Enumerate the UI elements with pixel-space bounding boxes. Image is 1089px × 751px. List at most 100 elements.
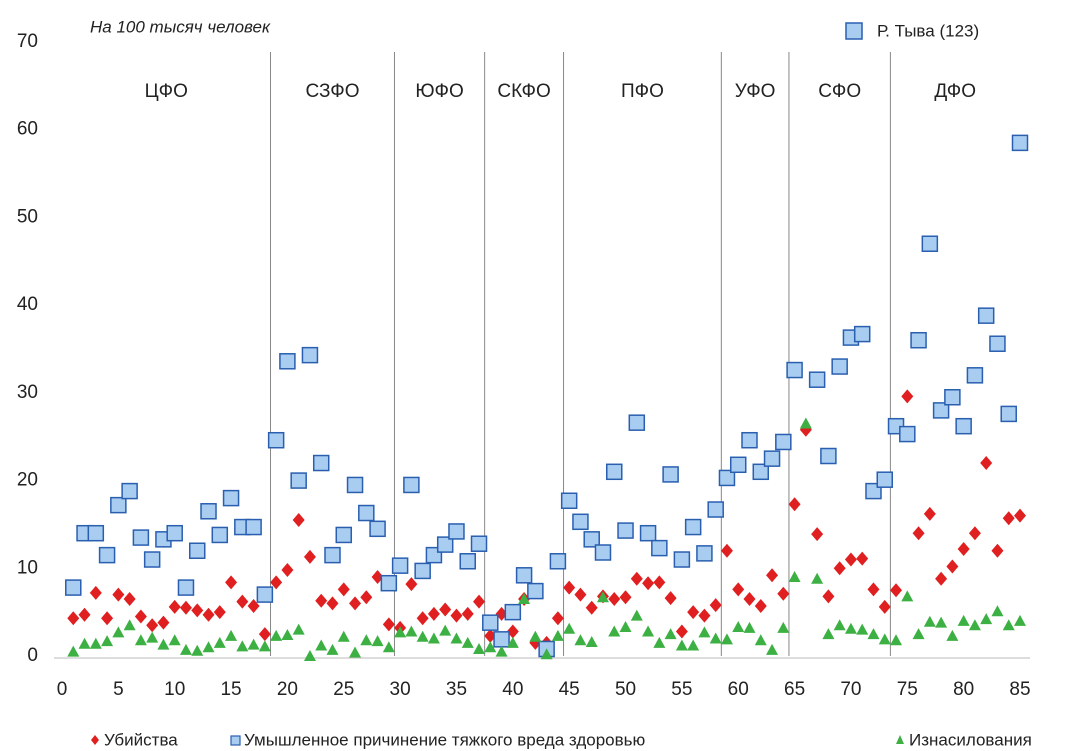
point: [1002, 511, 1015, 526]
point: [179, 643, 192, 655]
point: [358, 504, 375, 522]
point: [518, 592, 531, 604]
point: [968, 526, 981, 541]
point: [101, 635, 114, 647]
point: [664, 591, 677, 606]
point: [698, 608, 711, 623]
point: [662, 466, 679, 483]
point: [808, 371, 826, 388]
point: [664, 628, 677, 640]
point: [245, 518, 262, 536]
point: [968, 619, 981, 631]
point: [619, 590, 632, 605]
point: [337, 582, 350, 597]
point: [225, 629, 238, 641]
point: [157, 638, 170, 650]
point: [901, 590, 914, 602]
point: [177, 579, 195, 596]
point: [292, 513, 305, 528]
point: [923, 615, 936, 627]
point: [213, 636, 226, 648]
point: [247, 599, 260, 614]
point: [867, 582, 880, 597]
y-tick-label: 10: [17, 557, 38, 578]
point: [619, 621, 632, 633]
point: [630, 609, 643, 621]
point: [687, 605, 700, 620]
point: [574, 634, 587, 646]
x-tick-label: 0: [57, 679, 68, 700]
point: [87, 524, 105, 542]
point: [935, 571, 948, 586]
point: [574, 587, 587, 602]
point: [225, 575, 238, 590]
point: [89, 637, 102, 649]
point: [303, 549, 316, 564]
region-label: ЮФО: [415, 81, 463, 102]
point: [371, 635, 384, 647]
point: [563, 622, 576, 634]
point: [732, 621, 745, 633]
point: [279, 353, 296, 370]
point: [168, 599, 181, 614]
point: [630, 571, 643, 586]
point: [899, 425, 916, 443]
point: [966, 367, 984, 384]
point: [890, 634, 903, 646]
point: [67, 611, 80, 626]
region-label: ПФО: [621, 81, 664, 102]
point: [281, 628, 294, 640]
point: [696, 545, 713, 562]
legend-marker: [896, 735, 904, 744]
point: [78, 607, 91, 622]
legend-marker: [230, 735, 241, 746]
point: [292, 623, 305, 635]
point: [921, 235, 939, 252]
point: [439, 602, 452, 617]
point: [143, 551, 161, 568]
point: [594, 544, 612, 561]
point: [608, 625, 621, 637]
point: [191, 644, 204, 656]
point: [946, 559, 959, 574]
point: [596, 591, 609, 603]
point: [651, 539, 668, 557]
point: [326, 643, 339, 655]
y-tick-label: 70: [17, 31, 38, 52]
point: [484, 641, 497, 653]
point: [450, 608, 463, 623]
point: [822, 628, 835, 640]
point: [213, 605, 226, 620]
point: [179, 600, 192, 615]
point: [820, 447, 837, 465]
y-tick-label: 30: [17, 382, 38, 403]
point: [529, 630, 542, 642]
point: [957, 614, 970, 626]
point: [146, 618, 159, 633]
point: [878, 633, 891, 645]
point: [775, 433, 792, 451]
point: [527, 582, 544, 600]
point: [831, 358, 848, 375]
point: [448, 523, 465, 540]
point: [989, 335, 1006, 352]
region-label: СЗФО: [305, 81, 359, 102]
point: [461, 606, 474, 621]
point: [991, 543, 1004, 558]
point: [346, 476, 364, 494]
point: [247, 638, 260, 650]
point: [741, 431, 758, 449]
point: [743, 621, 756, 633]
point: [450, 632, 463, 644]
point: [134, 609, 147, 624]
point: [642, 576, 655, 591]
point: [786, 361, 803, 379]
point: [977, 307, 995, 324]
point: [777, 621, 790, 633]
point: [270, 575, 283, 590]
point: [200, 503, 217, 520]
point: [360, 634, 373, 646]
point: [515, 567, 533, 584]
point: [188, 542, 206, 559]
